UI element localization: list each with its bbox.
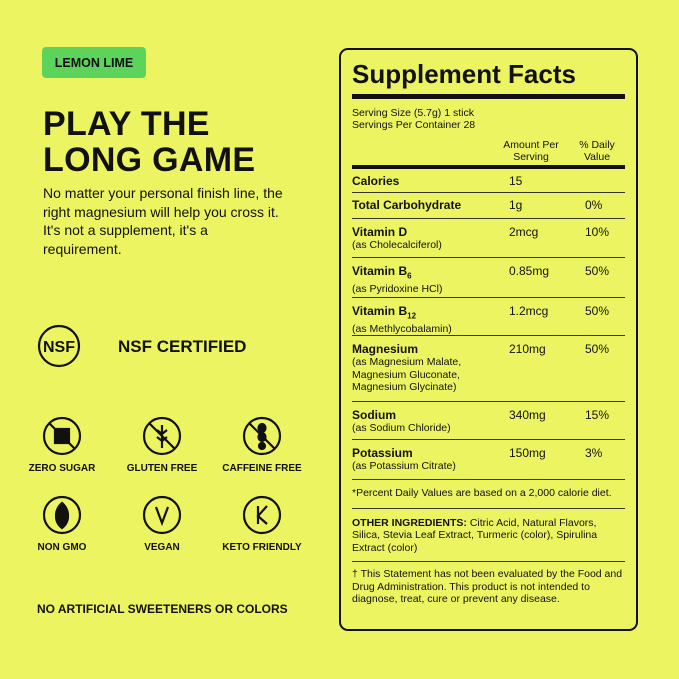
nutrient-note: (as Magnesium Malate, Magnesium Gluconat… — [352, 356, 462, 393]
nutrient-dv: 50% — [585, 264, 610, 278]
nutrient-dv: 0% — [585, 198, 603, 212]
nutrient-name-cell: Vitamin B6 (as Pyridoxine HCl) — [352, 264, 509, 296]
servings-per-container: Servings Per Container 28 — [352, 119, 476, 131]
nutrient-name-text: Vitamin B — [352, 264, 408, 278]
footer-line: NO ARTIFICIAL SWEETENERS OR COLORS — [37, 602, 288, 616]
headline-line: LONG GAME — [43, 141, 256, 179]
nutrient-name-text: Vitamin D — [352, 225, 408, 239]
icon-label: NON GMO — [37, 542, 87, 553]
nutrient-name-cell: Sodium (as Sodium Chloride) — [352, 408, 509, 435]
nutrient-subscript: 6 — [407, 271, 412, 281]
nutrient-note: (as Pyridoxine HCl) — [352, 283, 443, 296]
dv-header: % Daily Value — [579, 139, 615, 163]
supplement-facts: Supplement Facts Serving Size (5.7g) 1 s… — [339, 48, 638, 631]
nutrient-name-text: Sodium — [352, 408, 396, 422]
headline: PLAY THE LONG GAME — [43, 106, 255, 178]
nutrient-name-cell: Potassium (as Potassium Citrate) — [352, 446, 509, 473]
icon-label: GLUTEN FREE — [126, 463, 198, 474]
nutrient-note: (as Potassium Citrate) — [352, 460, 456, 472]
nutrient-name-cell: Total Carbohydrate — [352, 198, 509, 212]
nutrient-name: Magnesium — [352, 342, 509, 356]
icons: NSF — [37, 324, 282, 535]
nutrient-amount: 1.2mcg — [509, 304, 549, 318]
nutrient-note: (as Cholecalciferol) — [352, 239, 442, 251]
nutrient-amount: 2mcg — [509, 225, 539, 239]
certification: NSF CERTIFIED — [118, 337, 247, 356]
footnote: *Percent Daily Values are based on a 2,0… — [352, 480, 625, 509]
nutrient-dv: 50% — [585, 342, 610, 356]
icon-label: VEGAN — [144, 542, 180, 553]
nutrient-name-cell: Vitamin B12 (as Methlycobalamin) — [352, 304, 509, 336]
nutrient-name-cell: Vitamin D (as Cholecalciferol) — [352, 225, 509, 252]
nutrient-name: Vitamin D — [352, 225, 509, 239]
nutrient-row: Sodium (as Sodium Chloride) 340mg 15% — [352, 402, 625, 440]
nutrient-name: Calories — [352, 174, 509, 188]
svg-text:NSF: NSF — [43, 339, 75, 356]
nutrient-amount: 15 — [509, 174, 523, 188]
disclaimer: † This Statement has not been evaluated … — [352, 568, 623, 605]
amount-header: Amount Per Serving — [503, 139, 559, 163]
nutrient-dv: 15% — [585, 408, 610, 422]
nutrient-name: Vitamin B12 — [352, 304, 509, 323]
nutrient-row: Potassium (as Potassium Citrate) 150mg 3% — [352, 440, 625, 480]
nutrient-name: Total Carbohydrate — [352, 198, 509, 212]
nutrient-dv: 3% — [585, 446, 603, 460]
icon-label: KETO FRIENDLY — [222, 542, 302, 553]
nutrient-amount: 340mg — [509, 408, 546, 422]
nutrient-row: Vitamin B12 (as Methlycobalamin) 1.2mcg 50% — [352, 298, 625, 336]
nutrient-subscript: 12 — [407, 311, 417, 321]
nutrient-dv: 10% — [585, 225, 610, 239]
nutrient-name-cell: Calories — [352, 174, 509, 188]
nutrient-name-text: Calories — [352, 174, 400, 188]
nutrient-rows: Calories 15 Total Carbohydrate 1g 0% Vitamin … — [352, 169, 625, 480]
nutrient-row: Total Carbohydrate 1g 0% — [352, 193, 625, 219]
nutrient-name-text: Total Carbohydrate — [352, 198, 462, 212]
nutrient-amount: 0.85mg — [509, 264, 550, 278]
nutrient-row: Magnesium (as Magnesium Malate, Magnesium… — [352, 336, 625, 402]
nutrient-name: Potassium — [352, 446, 509, 460]
nutrient-name-text: Vitamin B — [352, 304, 408, 318]
icon-label: ZERO SUGAR — [28, 463, 96, 474]
column-header: Amount Per Serving % Daily Value — [352, 139, 625, 169]
nutrient-name: Vitamin B6 — [352, 264, 509, 283]
nutrient-note: (as Sodium Chloride) — [352, 422, 451, 434]
nutrient-amount: 150mg — [509, 446, 546, 460]
body-text: No matter your personal finish line, the… — [43, 185, 283, 257]
nutrient-name-cell: Magnesium (as Magnesium Malate, Magnesium… — [352, 342, 509, 394]
nutrient-amount: 1g — [509, 198, 523, 212]
serving-size: Serving Size (5.7g) 1 stick — [352, 107, 474, 119]
nutrient-name-text: Magnesium — [352, 342, 419, 356]
nutrient-name: Sodium — [352, 408, 509, 422]
serving-info: Serving Size (5.7g) 1 stick Servings Per… — [352, 99, 625, 139]
nutrient-name-text: Potassium — [352, 446, 413, 460]
flavor-badge: LEMON LIME — [42, 47, 146, 78]
ingredients-text: Citric Acid, Natural Flavors, Silica, St… — [352, 516, 598, 554]
headline-line: PLAY THE — [43, 105, 210, 143]
nutrient-note: (as Methlycobalamin) — [352, 323, 452, 336]
nutrient-row: Vitamin B6 (as Pyridoxine HCl) 0.85mg 50% — [352, 258, 625, 298]
ingredients-label: OTHER INGREDIENTS: — [352, 516, 467, 529]
icon-label: CAFFEINE FREE — [222, 463, 302, 474]
nutrient-amount: 210mg — [509, 342, 546, 356]
nutrient-row: Calories 15 — [352, 169, 625, 193]
ingredients: OTHER INGREDIENTS: Citric Acid, Natural … — [352, 509, 625, 562]
nutrient-row: Vitamin D (as Cholecalciferol) 2mcg 10% — [352, 219, 625, 258]
facts-title: Supplement Facts — [352, 59, 625, 99]
nutrient-dv: 50% — [585, 304, 610, 318]
